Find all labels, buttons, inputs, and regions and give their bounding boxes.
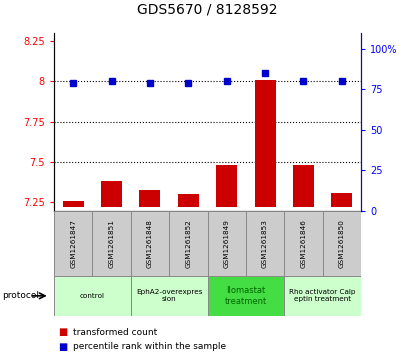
Text: GDS5670 / 8128592: GDS5670 / 8128592 (137, 2, 278, 16)
Text: GSM1261846: GSM1261846 (300, 219, 306, 268)
Text: Ilomastat
treatment: Ilomastat treatment (225, 286, 267, 306)
Bar (284, 276, 361, 316)
Bar (54, 211, 92, 276)
Text: GSM1261851: GSM1261851 (109, 219, 115, 268)
Bar (63, 201, 84, 207)
Text: ■: ■ (58, 327, 67, 337)
Bar (131, 276, 208, 316)
Text: GSM1261849: GSM1261849 (224, 219, 229, 268)
Bar (101, 182, 122, 207)
Bar (208, 276, 284, 316)
Text: GSM1261853: GSM1261853 (262, 219, 268, 268)
Bar (246, 211, 284, 276)
Bar (131, 211, 169, 276)
Bar (139, 189, 161, 207)
Bar (284, 211, 323, 276)
Bar (178, 194, 199, 207)
Bar (93, 211, 131, 276)
Text: GSM1261852: GSM1261852 (186, 219, 191, 268)
Text: ■: ■ (58, 342, 67, 352)
Text: GSM1261848: GSM1261848 (147, 219, 153, 268)
Bar (323, 211, 361, 276)
Text: EphA2-overexpres
sion: EphA2-overexpres sion (136, 289, 203, 302)
Text: Rho activator Calp
eptin treatment: Rho activator Calp eptin treatment (289, 289, 356, 302)
Text: transformed count: transformed count (73, 328, 157, 337)
Bar (169, 211, 208, 276)
Bar (208, 211, 246, 276)
Bar (54, 276, 131, 316)
Bar (331, 193, 352, 207)
Bar (216, 165, 237, 207)
Text: GSM1261850: GSM1261850 (339, 219, 345, 268)
Text: percentile rank within the sample: percentile rank within the sample (73, 342, 226, 351)
Text: GSM1261847: GSM1261847 (70, 219, 76, 268)
Text: protocol: protocol (2, 291, 39, 300)
Bar (293, 165, 314, 207)
Bar (254, 79, 276, 207)
Text: control: control (80, 293, 105, 299)
